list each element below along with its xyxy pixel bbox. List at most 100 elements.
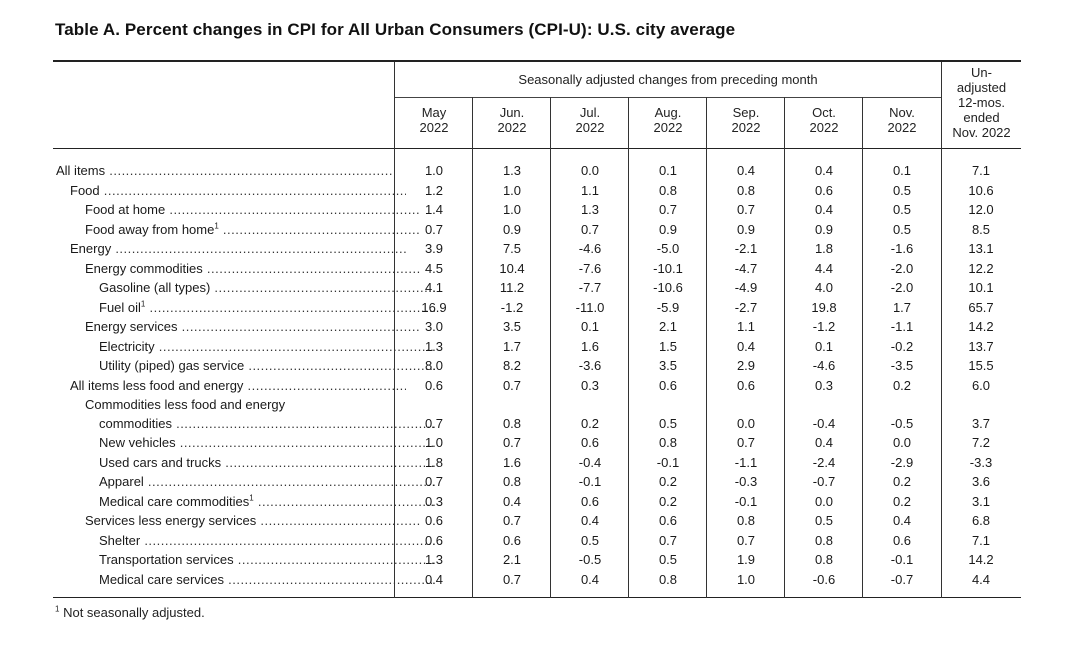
value-cell: 4.5 — [424, 260, 444, 276]
unadjusted-value-cell: 10.6 — [968, 182, 994, 198]
table-row: Food away from home10.70.90.70.90.90.90.… — [53, 220, 1021, 239]
value-cell: 16.9 — [421, 299, 447, 315]
value-cell: 1.5 — [658, 338, 678, 354]
value-cell: 0.2 — [658, 493, 678, 509]
value-cell: -0.3 — [734, 474, 758, 489]
value-cell: 0.8 — [814, 532, 834, 548]
value-cell: 11.2 — [499, 280, 525, 295]
row-label-text: Medical care commodities — [99, 493, 250, 509]
row-label: Food at home — [53, 200, 421, 219]
footnote-ref: 1 — [214, 221, 219, 231]
month-label: Jun. — [499, 105, 525, 120]
unadjusted-value-cell: 3.7 — [971, 416, 991, 431]
value-cell: 4.4 — [814, 260, 834, 276]
value-cell: 3.5 — [658, 358, 678, 373]
value-cell: 2.9 — [736, 358, 756, 373]
value-cell: 0.8 — [658, 182, 678, 198]
row-label-text: Transportation services — [99, 552, 234, 567]
value-cell: 4.0 — [814, 280, 834, 295]
value-cell: 0.2 — [892, 493, 912, 509]
value-cell: 1.1 — [580, 182, 600, 198]
table-row: Utility (piped) gas service 8.0 8.2 -3.6 3.5… — [53, 356, 1021, 375]
unadjusted-value-cell: 8.5 — [971, 221, 991, 237]
value-cell: 0.6 — [580, 435, 600, 450]
value-cell: -1.2 — [812, 319, 836, 334]
value-cell: 0.1 — [892, 163, 912, 178]
table-row: All items less food and energy 0.6 0.7 0.3 0… — [53, 376, 1021, 395]
month-header: Jun. 2022 — [473, 105, 551, 135]
value-cell: -2.9 — [890, 454, 914, 470]
value-cell: -0.7 — [890, 571, 914, 587]
row-label-text: Energy commodities — [85, 260, 203, 276]
value-cell: 1.8 — [814, 241, 834, 256]
value-cell: -0.6 — [812, 571, 836, 587]
value-cell: 0.4 — [580, 513, 600, 528]
footnote-ref: 1 — [249, 493, 254, 503]
value-cell: -5.0 — [656, 241, 680, 256]
value-cell: 1.6 — [580, 338, 600, 354]
row-label-text: Food away from home — [85, 221, 215, 237]
row-label-text: Shelter — [99, 532, 141, 548]
row-label: Food away from home1 — [53, 220, 421, 239]
value-cell: -11.0 — [575, 299, 605, 315]
year-label: 2022 — [887, 120, 917, 135]
table-row: Energy commodities 4.5 10.4 -7.6 -10.1 -4.7 4.… — [53, 259, 1021, 278]
row-label-text: All items less food and energy — [70, 377, 244, 393]
table-row: All items 1.0 1.3 0.0 0.1 0.4 0.4 0.1 7.1 — [53, 161, 1021, 180]
row-label-text: Used cars and trucks — [99, 454, 222, 470]
value-cell: 0.7 — [736, 532, 756, 548]
value-cell: 0.6 — [892, 532, 912, 548]
col-divider — [862, 97, 863, 598]
unadjusted-value-cell: 13.7 — [968, 338, 994, 354]
value-cell: 1.3 — [424, 338, 444, 354]
table-row: Commodities less food and energy commodit… — [53, 395, 1021, 433]
value-cell: 0.6 — [814, 182, 834, 198]
row-label: Transportation services — [53, 550, 435, 569]
col-divider — [784, 97, 785, 598]
value-cell: 1.3 — [580, 202, 600, 217]
seasonal-span-header: Seasonally adjusted changes from precedi… — [518, 72, 818, 87]
row-label: All items — [53, 161, 392, 180]
month-header: Jul. 2022 — [551, 105, 629, 135]
value-cell: 0.8 — [736, 182, 756, 198]
value-cell: 0.6 — [736, 377, 756, 393]
row-label: Energy — [53, 239, 406, 258]
value-cell: -4.6 — [578, 241, 602, 256]
value-cell: 0.8 — [658, 571, 678, 587]
table-row: Fuel oil116.9-1.2-11.0-5.9-2.719.81.765.… — [53, 298, 1021, 317]
value-cell: 2.1 — [502, 552, 522, 567]
year-label: 2022 — [731, 120, 761, 135]
value-cell: 3.9 — [424, 241, 444, 256]
value-cell: 0.6 — [580, 493, 600, 509]
unadjusted-value-cell: 15.5 — [968, 358, 994, 373]
value-cell: 0.7 — [736, 435, 756, 450]
value-cell: -10.6 — [653, 280, 683, 295]
value-cell: 0.3 — [580, 377, 600, 393]
value-cell: -0.1 — [734, 493, 758, 509]
unadjusted-value-cell: 4.4 — [971, 571, 991, 587]
month-label: Oct. — [812, 105, 836, 120]
value-cell: 0.5 — [814, 513, 834, 528]
value-cell: 0.0 — [814, 493, 834, 509]
bottom-rule — [53, 597, 1021, 598]
col-divider — [472, 97, 473, 598]
value-cell: 0.7 — [736, 202, 756, 217]
row-label-continued: commodities — [53, 414, 435, 433]
value-cell: 0.3 — [424, 493, 444, 509]
footnote-ref: 1 — [140, 299, 146, 309]
value-cell: 0.0 — [892, 435, 912, 450]
row-label: New vehicles — [53, 433, 435, 452]
row-label-text: Gasoline (all types) — [99, 280, 211, 295]
unadjusted-value-cell: 7.1 — [971, 532, 991, 548]
value-cell: 0.6 — [424, 532, 444, 548]
value-cell: -0.4 — [812, 416, 836, 431]
col-divider — [941, 62, 942, 598]
value-cell: 3.5 — [502, 319, 522, 334]
value-cell: 0.4 — [580, 571, 600, 587]
value-cell: -3.6 — [578, 358, 602, 373]
value-cell: -4.9 — [734, 280, 758, 295]
table-row: New vehicles 1.0 0.7 0.6 0.8 0.7 0.4 0.0 7.2 — [53, 433, 1021, 452]
value-cell: 0.5 — [658, 552, 678, 567]
unadjusted-value-cell: 65.7 — [968, 299, 994, 315]
table-row: Services less energy services 0.6 0.7 0.4 0.… — [53, 511, 1021, 530]
